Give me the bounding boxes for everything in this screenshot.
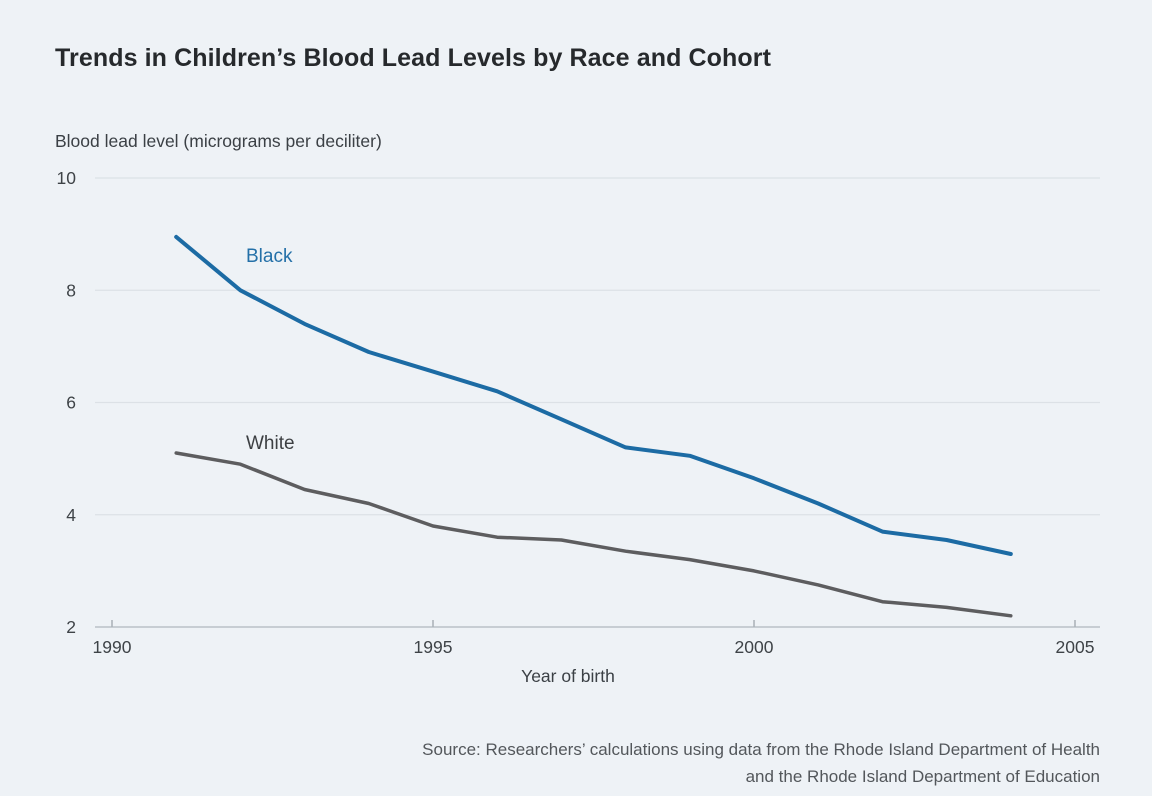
chart-title: Trends in Children’s Blood Lead Levels b… (55, 44, 772, 72)
source-note: Source: Researchers’ calculations using … (422, 736, 1100, 790)
y-tick-label-8: 8 (66, 280, 76, 300)
x-tick-label-1990: 1990 (93, 637, 132, 657)
source-note-line1: Source: Researchers’ calculations using … (422, 740, 1100, 759)
x-tick-label-2000: 2000 (735, 637, 774, 657)
y-tick-label-4: 4 (66, 505, 76, 525)
x-axis-title: Year of birth (521, 666, 615, 686)
series-label-white: White (246, 433, 295, 454)
x-tick-label-1995: 1995 (414, 637, 453, 657)
source-note-line2: and the Rhode Island Department of Educa… (745, 767, 1100, 786)
y-tick-label-6: 6 (66, 393, 76, 413)
series-line-white (174, 451, 1013, 618)
series-label-black: Black (246, 246, 293, 267)
y-tick-label-10: 10 (57, 168, 77, 188)
series-line-black (174, 234, 1013, 556)
y-tick-label-2: 2 (66, 617, 76, 637)
y-axis-unit-label: Blood lead level (micrograms per decilit… (55, 131, 382, 151)
x-tick-label-2005: 2005 (1056, 637, 1095, 657)
